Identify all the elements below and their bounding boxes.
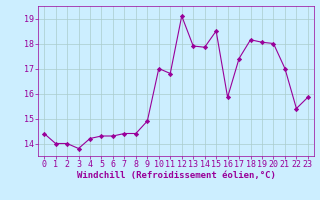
X-axis label: Windchill (Refroidissement éolien,°C): Windchill (Refroidissement éolien,°C) [76, 171, 276, 180]
